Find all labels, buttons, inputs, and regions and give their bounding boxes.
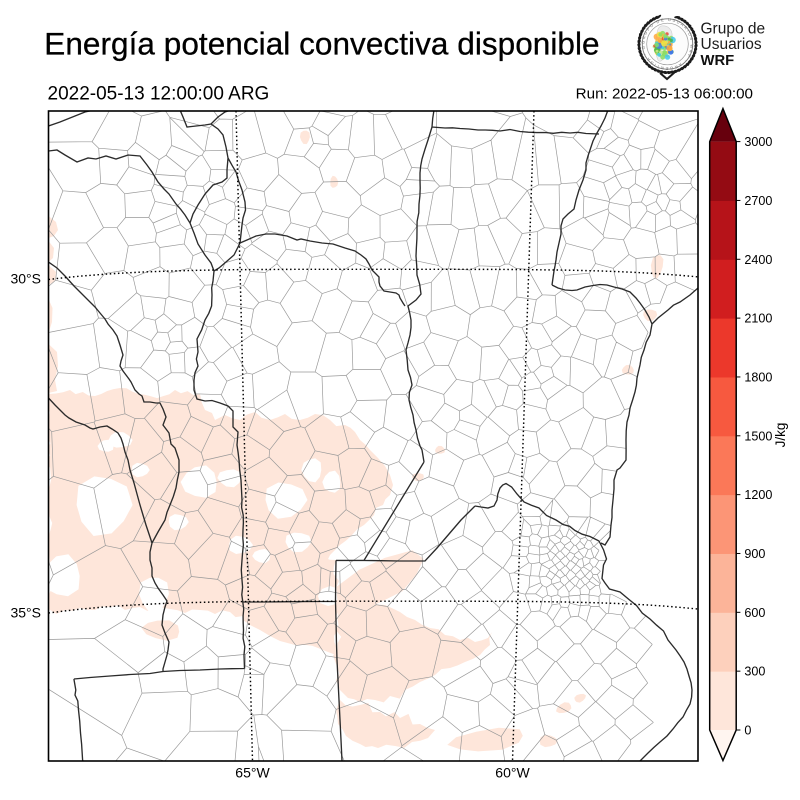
svg-text:WRF: WRF — [701, 53, 735, 69]
svg-text:2100: 2100 — [744, 312, 772, 326]
svg-text:1800: 1800 — [744, 370, 772, 384]
svg-text:1200: 1200 — [744, 488, 772, 502]
svg-text:35°S: 35°S — [10, 605, 41, 621]
svg-text:60°W: 60°W — [495, 765, 530, 781]
svg-text:300: 300 — [744, 665, 765, 679]
svg-text:900: 900 — [744, 547, 765, 561]
svg-text:Run: 2022-05-13 06:00:00: Run: 2022-05-13 06:00:00 — [576, 86, 753, 103]
svg-text:2400: 2400 — [744, 253, 772, 267]
svg-text:65°W: 65°W — [235, 765, 270, 781]
svg-text:J/kg: J/kg — [773, 423, 788, 448]
svg-text:Energía potencial convectiva d: Energía potencial convectiva disponible — [44, 25, 599, 61]
svg-text:2700: 2700 — [744, 194, 772, 208]
svg-text:1500: 1500 — [744, 429, 772, 443]
svg-text:2022-05-13 12:00:00 ARG: 2022-05-13 12:00:00 ARG — [48, 83, 270, 104]
svg-text:3000: 3000 — [744, 135, 772, 149]
svg-text:Usuarios: Usuarios — [701, 36, 762, 53]
svg-text:0: 0 — [744, 724, 751, 738]
svg-text:Grupo de: Grupo de — [701, 21, 766, 38]
svg-text:600: 600 — [744, 606, 765, 620]
svg-text:30°S: 30°S — [10, 271, 41, 287]
